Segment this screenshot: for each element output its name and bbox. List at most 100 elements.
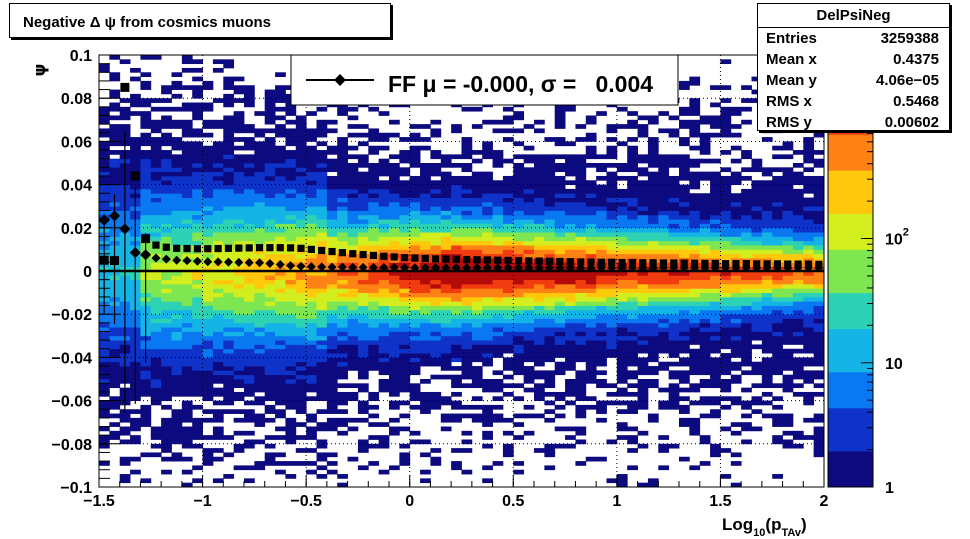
heatmap-cell bbox=[223, 115, 235, 121]
heatmap-cell bbox=[565, 288, 576, 293]
heatmap-cell bbox=[658, 309, 670, 315]
heatmap-cell bbox=[544, 322, 556, 328]
heatmap-cell bbox=[326, 296, 338, 302]
heatmap-cell bbox=[792, 271, 804, 276]
heatmap-cell bbox=[430, 357, 442, 363]
palette-step bbox=[828, 307, 873, 315]
heatmap-cell bbox=[813, 439, 825, 445]
heatmap-cell bbox=[658, 271, 670, 276]
heatmap-cell bbox=[451, 245, 462, 250]
mean-marker bbox=[472, 263, 482, 273]
heatmap-cell bbox=[192, 366, 203, 371]
heatmap-cell bbox=[171, 409, 183, 414]
heatmap-cell bbox=[109, 404, 121, 410]
heatmap-cell bbox=[326, 167, 338, 173]
heatmap-cell bbox=[244, 154, 255, 160]
heatmap-cell bbox=[647, 318, 659, 324]
heatmap-cell bbox=[513, 141, 525, 147]
heatmap-cell bbox=[741, 301, 752, 306]
heatmap-cell bbox=[761, 197, 773, 203]
heatmap-cell bbox=[254, 150, 266, 155]
heatmap-cell bbox=[792, 275, 804, 281]
heatmap-cell bbox=[658, 292, 670, 298]
heatmap-cell bbox=[451, 232, 462, 237]
heatmap-cell bbox=[699, 249, 711, 255]
heatmap-cell bbox=[596, 279, 607, 285]
heatmap-cell bbox=[585, 150, 597, 155]
heatmap-cell bbox=[523, 188, 535, 194]
heatmap-cell bbox=[264, 193, 276, 198]
heatmap-cell bbox=[181, 106, 193, 112]
heatmap-cell bbox=[523, 210, 535, 216]
heatmap-cell bbox=[202, 119, 214, 125]
heatmap-cell bbox=[233, 266, 245, 272]
heatmap-cell bbox=[275, 426, 286, 432]
heatmap-cell bbox=[244, 409, 255, 414]
heatmap-cell bbox=[285, 370, 297, 376]
heatmap-cell bbox=[275, 154, 286, 160]
heatmap-cell bbox=[720, 387, 732, 393]
heatmap-cell bbox=[130, 435, 141, 440]
heatmap-cell bbox=[803, 309, 815, 315]
heatmap-cell bbox=[761, 245, 773, 250]
heatmap-cell bbox=[813, 340, 825, 345]
heatmap-cell bbox=[471, 301, 483, 306]
heatmap-cell bbox=[368, 391, 380, 397]
heatmap-cell bbox=[471, 219, 483, 224]
heatmap-cell bbox=[492, 292, 504, 298]
heatmap-cell bbox=[202, 85, 214, 90]
heatmap-cell bbox=[440, 318, 452, 324]
heatmap-cell bbox=[772, 271, 783, 276]
heatmap-cell bbox=[710, 379, 721, 384]
heatmap-cell bbox=[347, 163, 359, 168]
heatmap-cell bbox=[161, 262, 172, 268]
heatmap-cell bbox=[150, 279, 162, 285]
heatmap-cell bbox=[554, 327, 566, 332]
heatmap-cell bbox=[212, 154, 224, 160]
heatmap-cell bbox=[233, 124, 245, 129]
heatmap-cell bbox=[306, 309, 317, 315]
heatmap-cell bbox=[461, 180, 473, 185]
heatmap-cell bbox=[326, 210, 338, 216]
heatmap-cell bbox=[699, 227, 711, 233]
heatmap-cell bbox=[699, 210, 711, 216]
heatmap-cell bbox=[658, 227, 670, 233]
palette-step bbox=[828, 170, 873, 178]
heatmap-cell bbox=[482, 340, 493, 345]
heatmap-cell bbox=[606, 184, 618, 190]
mean-marker bbox=[400, 263, 410, 273]
heatmap-cell bbox=[264, 374, 276, 380]
sigma-marker bbox=[587, 258, 595, 266]
heatmap-cell bbox=[295, 327, 307, 332]
heatmap-cell bbox=[710, 188, 721, 194]
heatmap-cell bbox=[554, 232, 566, 237]
heatmap-cell bbox=[181, 348, 193, 354]
heatmap-cell bbox=[254, 275, 266, 281]
heatmap-cell bbox=[99, 197, 110, 203]
heatmap-cell bbox=[275, 124, 286, 129]
heatmap-cell bbox=[150, 219, 162, 224]
y-tick-label: 0.1 bbox=[70, 48, 92, 65]
heatmap-cell bbox=[244, 391, 255, 397]
heatmap-cell bbox=[730, 353, 742, 358]
heatmap-cell bbox=[596, 227, 607, 233]
heatmap-cell bbox=[502, 184, 514, 190]
heatmap-cell bbox=[140, 154, 152, 160]
heatmap-cell bbox=[471, 309, 483, 315]
heatmap-cell bbox=[161, 353, 172, 358]
mean-marker bbox=[493, 263, 503, 273]
heatmap-cell bbox=[451, 128, 462, 134]
heatmap-cell bbox=[534, 275, 545, 281]
heatmap-cell bbox=[285, 327, 297, 332]
palette-step bbox=[828, 256, 873, 265]
heatmap-cell bbox=[161, 426, 172, 432]
heatmap-cell bbox=[254, 184, 266, 190]
heatmap-cell bbox=[627, 448, 638, 453]
heatmap-cell bbox=[565, 322, 576, 328]
heatmap-cell bbox=[202, 106, 214, 112]
heatmap-cell bbox=[627, 404, 638, 410]
heatmap-cell bbox=[699, 141, 711, 147]
heatmap-cell bbox=[357, 370, 369, 376]
heatmap-cell bbox=[181, 456, 193, 462]
heatmap-cell bbox=[409, 137, 421, 142]
